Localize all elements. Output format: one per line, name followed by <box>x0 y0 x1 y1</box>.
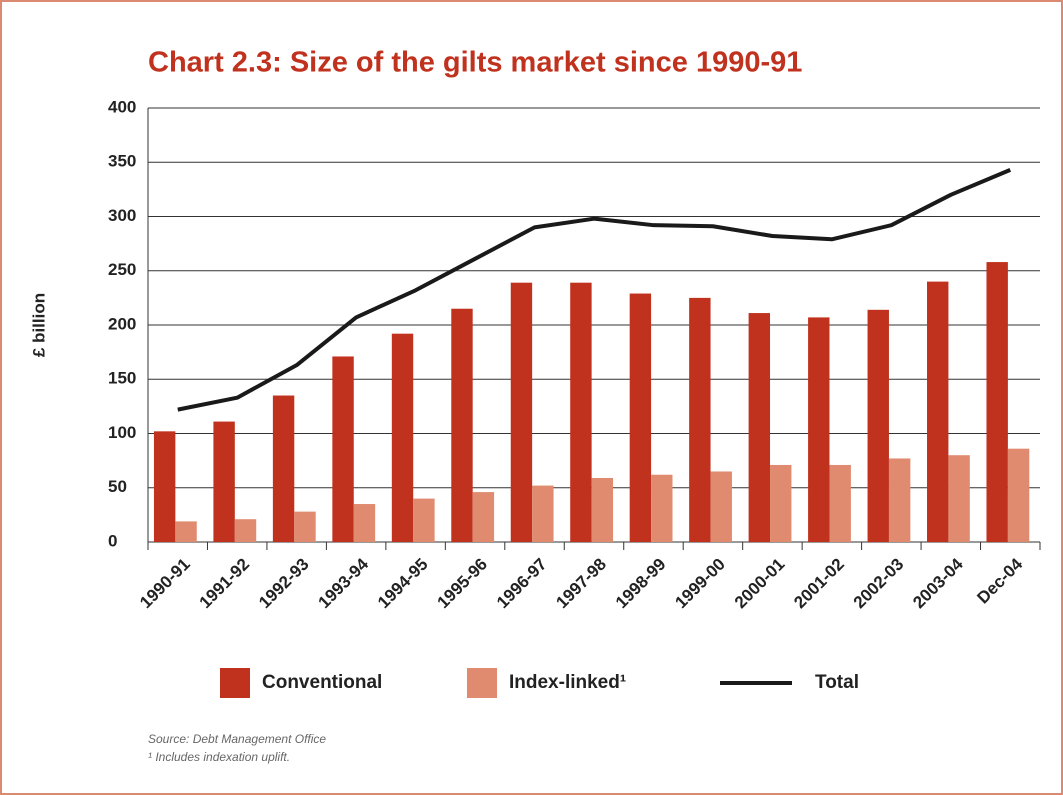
y-tick-label: 250 <box>108 260 136 279</box>
bar <box>332 356 354 542</box>
bar <box>689 297 711 542</box>
legend-label: Total <box>815 672 859 693</box>
bar <box>829 464 851 542</box>
bar <box>153 431 176 542</box>
bar <box>451 308 473 542</box>
x-tick-label: 1992-93 <box>255 555 313 613</box>
y-tick-label: 150 <box>108 369 136 388</box>
bar <box>591 477 614 542</box>
line <box>177 168 1012 412</box>
source: Source: Debt Management Office <box>148 732 326 746</box>
x-tick-label: 2002-03 <box>850 555 908 613</box>
bar <box>413 498 435 542</box>
x-tick-label: 2000-01 <box>731 555 789 613</box>
y-tick-label: 50 <box>108 477 127 496</box>
bar <box>770 464 792 542</box>
x-tick-label: Dec-04 <box>973 554 1026 607</box>
x-tick-label: 1993-94 <box>315 554 373 612</box>
footnote: ¹ Includes indexation uplift. <box>148 750 290 764</box>
x-tick-label: 1996-97 <box>493 555 551 613</box>
x-tick-label: 2001-02 <box>790 555 848 613</box>
bar <box>748 313 771 542</box>
bar <box>532 485 554 542</box>
y-tick-label: 200 <box>108 314 136 333</box>
bar <box>234 519 257 542</box>
x-tick-label: 2003-04 <box>909 554 967 612</box>
x-tick-label: 1997-98 <box>552 555 610 613</box>
bar <box>353 504 376 542</box>
bar <box>867 309 889 542</box>
legend-swatch <box>467 668 497 698</box>
bar <box>651 474 673 542</box>
legend-label: Conventional <box>262 672 382 693</box>
bar <box>888 458 911 542</box>
y-tick-label: 400 <box>108 97 136 116</box>
y-tick-label: 350 <box>108 152 136 171</box>
y-tick-label: 300 <box>108 206 136 225</box>
legend-label: Index-linked¹ <box>509 672 626 693</box>
bar <box>986 262 1008 542</box>
bar <box>570 282 592 542</box>
y-tick-label: 100 <box>108 423 136 442</box>
bar <box>391 333 414 542</box>
bar <box>175 521 197 542</box>
bar <box>948 455 970 542</box>
bar <box>1007 448 1030 542</box>
bar <box>629 293 652 542</box>
y-tick-label: 0 <box>108 531 117 550</box>
bar <box>213 421 235 542</box>
legend-swatch <box>220 668 250 698</box>
x-tick-label: 1990-91 <box>136 555 194 613</box>
x-tick-label: 1998-99 <box>612 555 670 613</box>
bar <box>294 511 316 542</box>
bar <box>272 395 295 542</box>
bar <box>510 282 533 542</box>
bar <box>710 471 732 542</box>
y-axis-label: £ billion <box>29 293 48 357</box>
x-tick-label: 1994-95 <box>374 555 432 613</box>
bar <box>472 492 495 542</box>
bar <box>927 281 949 542</box>
x-tick-label: 1991-92 <box>196 555 254 613</box>
x-tick-label: 1995-96 <box>434 555 492 613</box>
bar <box>808 317 830 542</box>
x-tick-label: 1999-00 <box>671 555 729 613</box>
chart-title: Chart 2.3: Size of the gilts market sinc… <box>148 47 802 79</box>
